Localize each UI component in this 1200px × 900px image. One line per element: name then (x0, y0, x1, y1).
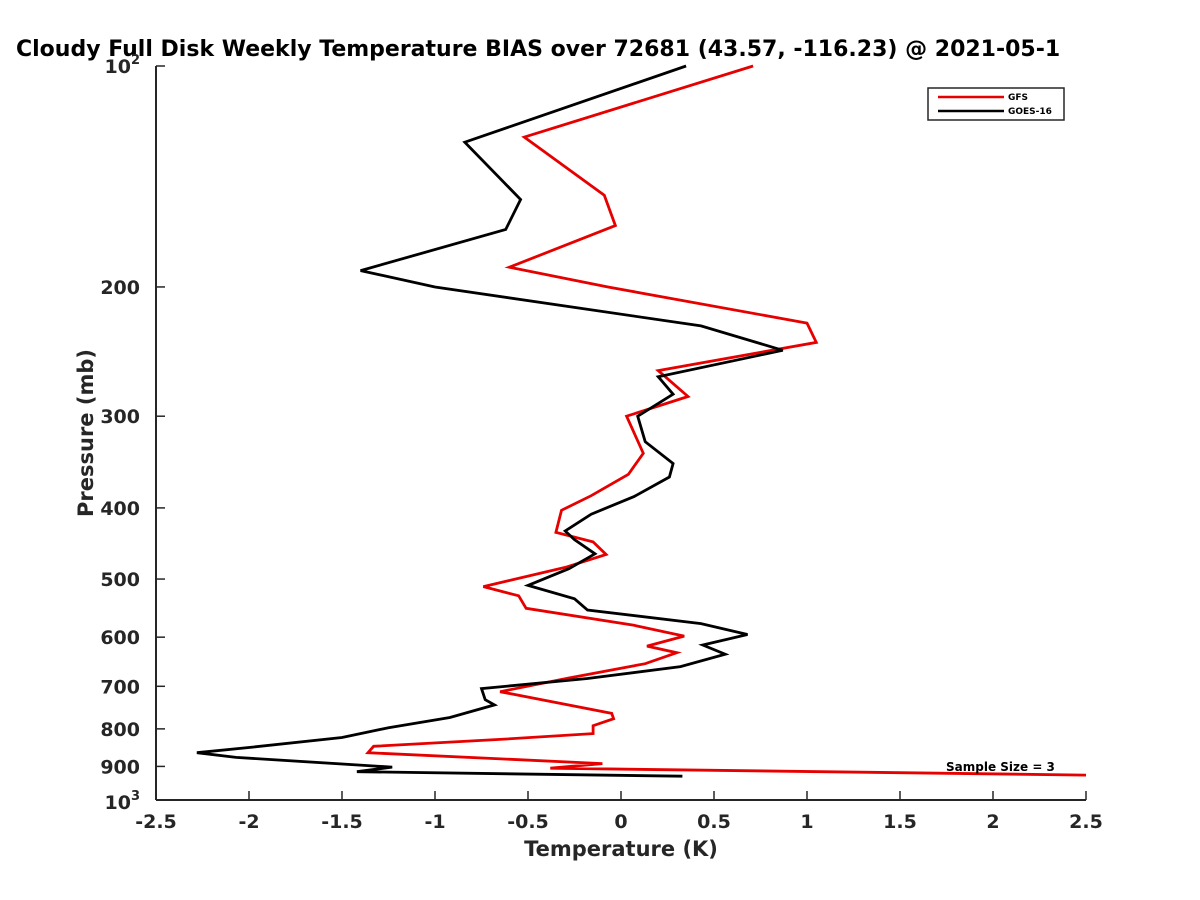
y-tick-label: 700 (100, 676, 140, 698)
chart-title: Cloudy Full Disk Weekly Temperature BIAS… (16, 37, 1060, 62)
y-tick-bottom-exp: 3 (131, 789, 140, 804)
x-tick-label: 0.5 (697, 811, 731, 833)
x-tick-label: -0.5 (507, 811, 549, 833)
y-tick-top-base: 10 (105, 56, 131, 78)
y-tick-label: 200 (100, 277, 140, 299)
x-tick-label: -2.5 (135, 811, 177, 833)
y-tick-label: 300 (100, 406, 140, 428)
y-tick-label: 600 (100, 627, 140, 649)
series-line-gfs (365, 64, 1087, 777)
sample-size-annotation: Sample Size = 3 (946, 760, 1055, 774)
y-tick-label: 900 (100, 756, 140, 778)
x-tick-label: -1.5 (321, 811, 363, 833)
x-axis-label: Temperature (K) (524, 837, 718, 861)
y-tick-label-top: 102 (105, 53, 141, 78)
x-tick-label: -1 (424, 811, 445, 833)
legend-box (927, 87, 1065, 121)
y-axis-label: Pressure (mb) (74, 349, 98, 517)
x-axis-ticks: -2.5 -2 -1.5 -1 -0.5 0 0.5 1 1.5 2 2.5 (135, 791, 1103, 833)
y-axis-ticks: 200 300 400 500 600 700 800 900 (100, 65, 165, 801)
legend-label-gfs: GFS (1008, 93, 1028, 103)
x-tick-label: 1 (800, 811, 813, 833)
y-tick-label: 800 (100, 719, 140, 741)
y-tick-label: 400 (100, 498, 140, 520)
legend: GFS GOES-16 (927, 87, 1065, 121)
x-tick-label: 1.5 (883, 811, 917, 833)
legend-label-goes16: GOES-16 (1008, 107, 1052, 117)
y-tick-label-bottom: 103 (105, 789, 141, 814)
x-tick-label: 2.5 (1069, 811, 1103, 833)
y-tick-label: 500 (100, 569, 140, 591)
y-tick-top-exp: 2 (131, 53, 140, 68)
series-line-goes16 (196, 64, 784, 778)
x-tick-label: 2 (986, 811, 999, 833)
x-tick-label: 0 (614, 811, 627, 833)
series-lines (196, 64, 1087, 778)
y-tick-bottom-base: 10 (105, 792, 131, 814)
x-tick-label: -2 (238, 811, 259, 833)
